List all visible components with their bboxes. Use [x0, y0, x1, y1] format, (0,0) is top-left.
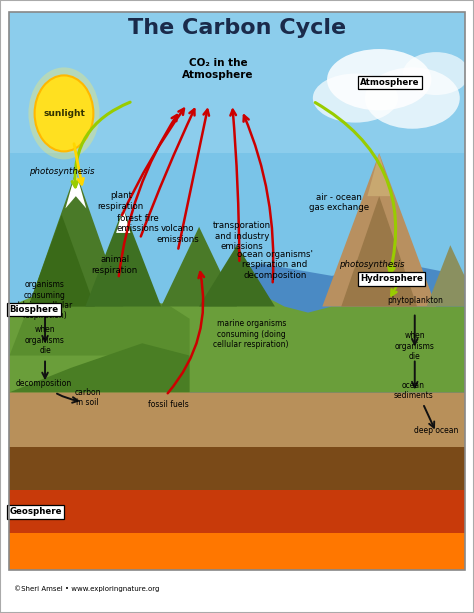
Circle shape: [35, 75, 93, 151]
Text: CO₂ in the
Atmosphere: CO₂ in the Atmosphere: [182, 58, 254, 80]
Polygon shape: [341, 196, 417, 306]
Polygon shape: [9, 288, 465, 392]
Text: photosynthesis: photosynthesis: [29, 167, 94, 176]
Polygon shape: [116, 208, 130, 233]
Text: ©Sheri Amsel • www.exploringnature.org: ©Sheri Amsel • www.exploringnature.org: [14, 585, 160, 592]
Text: ocean
sediments: ocean sediments: [393, 381, 433, 400]
FancyBboxPatch shape: [9, 12, 465, 570]
Polygon shape: [427, 245, 465, 306]
Polygon shape: [9, 392, 465, 447]
FancyBboxPatch shape: [9, 12, 465, 153]
Polygon shape: [85, 208, 161, 306]
Polygon shape: [367, 153, 391, 196]
Text: Geosphere: Geosphere: [9, 508, 62, 516]
Polygon shape: [199, 245, 275, 306]
Polygon shape: [9, 276, 190, 356]
Text: plant
respiration: plant respiration: [98, 191, 144, 211]
Text: when
organisms
die: when organisms die: [25, 326, 65, 355]
Text: deep ocean: deep ocean: [414, 426, 458, 435]
Text: when
organisms
die: when organisms die: [395, 332, 435, 361]
Polygon shape: [190, 282, 465, 392]
Text: ocean organisms'
respiration and
decomposition: ocean organisms' respiration and decompo…: [237, 250, 313, 280]
Circle shape: [28, 67, 100, 159]
Text: sunlight: sunlight: [43, 109, 85, 118]
Polygon shape: [9, 533, 465, 570]
Text: carbon
in soil: carbon in soil: [74, 387, 101, 407]
Text: The Carbon Cycle: The Carbon Cycle: [128, 18, 346, 37]
Ellipse shape: [403, 52, 469, 95]
Text: animal
respiration: animal respiration: [91, 255, 138, 275]
Ellipse shape: [313, 74, 398, 123]
Text: fossil fuels: fossil fuels: [148, 400, 189, 409]
Text: forest fire
emissions: forest fire emissions: [116, 214, 159, 234]
Text: Hydrosphere: Hydrosphere: [360, 275, 423, 283]
Ellipse shape: [365, 67, 460, 129]
Text: Biosphere: Biosphere: [9, 305, 59, 314]
Text: marine organisms
consuming (doing
cellular respiration): marine organisms consuming (doing cellul…: [213, 319, 289, 349]
Polygon shape: [9, 343, 190, 392]
Text: transporation
and industry
emissions: transporation and industry emissions: [213, 221, 271, 251]
Polygon shape: [9, 447, 465, 490]
Text: phytoplankton: phytoplankton: [387, 296, 443, 305]
Polygon shape: [28, 172, 123, 306]
Text: decomposition: decomposition: [16, 379, 72, 387]
Polygon shape: [9, 490, 465, 533]
Polygon shape: [180, 264, 465, 343]
Polygon shape: [28, 215, 95, 306]
Text: Atmosphere: Atmosphere: [360, 78, 420, 87]
Polygon shape: [9, 356, 465, 392]
Polygon shape: [161, 227, 237, 306]
Text: photosynthesis: photosynthesis: [339, 261, 405, 269]
Text: organisms
consuming
(doing cellular
respiration): organisms consuming (doing cellular resp…: [18, 280, 73, 321]
Text: air - ocean
gas exchange: air - ocean gas exchange: [309, 192, 369, 212]
Polygon shape: [65, 172, 86, 208]
Ellipse shape: [327, 49, 431, 110]
Polygon shape: [322, 153, 436, 306]
Text: volcano
emissions: volcano emissions: [156, 224, 199, 244]
